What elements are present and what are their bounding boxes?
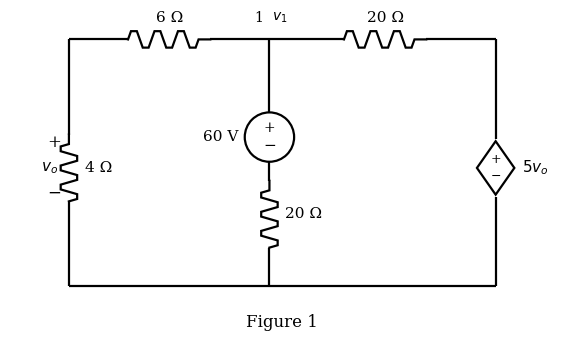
Text: +: + [490,153,501,166]
Text: +: + [48,134,61,151]
Text: −: − [263,139,276,153]
Text: 6 Ω: 6 Ω [155,11,183,25]
Text: $v_o$: $v_o$ [41,160,58,176]
Text: 4 Ω: 4 Ω [85,161,113,175]
Text: +: + [264,121,276,135]
Text: −: − [48,185,61,202]
Text: 20 Ω: 20 Ω [285,207,322,221]
Text: $v_1$: $v_1$ [272,11,288,25]
Text: 1: 1 [255,11,263,25]
Text: 20 Ω: 20 Ω [367,11,404,25]
Text: Figure 1: Figure 1 [246,314,318,331]
Text: 60 V: 60 V [203,130,238,144]
Text: $5v_o$: $5v_o$ [522,159,549,177]
Text: −: − [491,170,501,183]
